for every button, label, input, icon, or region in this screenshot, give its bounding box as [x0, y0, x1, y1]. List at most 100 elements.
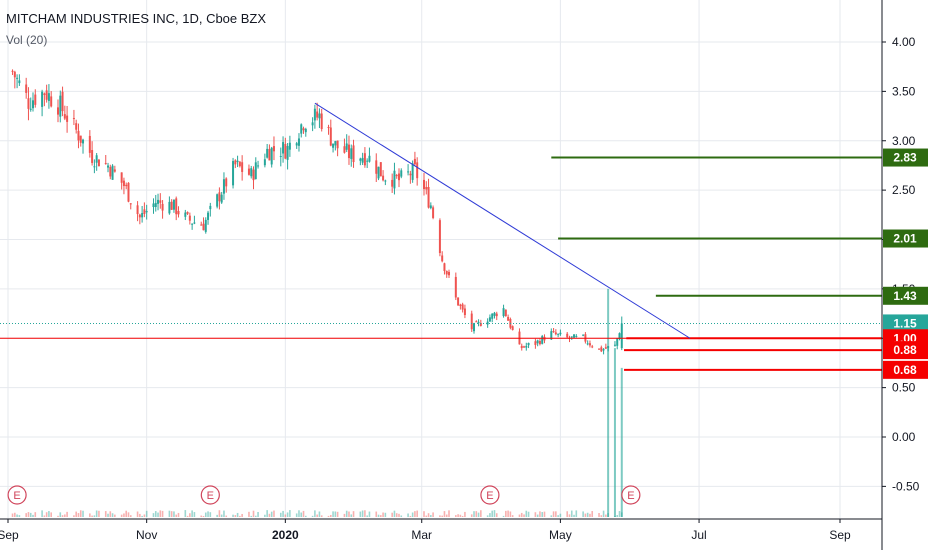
volume-bar: [248, 511, 250, 517]
candle-body: [125, 184, 128, 187]
candle-body: [534, 341, 537, 345]
candle-body: [138, 214, 141, 218]
time-tick-label: Sep: [829, 528, 851, 542]
candle-body: [525, 345, 528, 348]
candle-body: [445, 270, 448, 275]
price-tick-label: 4.00: [892, 35, 916, 49]
volume-bar: [489, 513, 491, 517]
candle-body: [550, 331, 553, 340]
volume-bar: [398, 513, 400, 517]
candle-body: [359, 158, 362, 161]
candle-body: [72, 118, 75, 120]
volume-bar: [359, 511, 362, 517]
volume-bar: [527, 511, 530, 517]
volume-bar: [289, 510, 291, 517]
volume-bar: [591, 511, 594, 517]
volume-bar: [455, 515, 457, 517]
candle-body: [47, 93, 50, 101]
price-tag-1-15: [883, 314, 928, 333]
volume-bar: [457, 514, 459, 517]
candle-body: [250, 168, 253, 177]
candle-body: [50, 96, 53, 107]
candle-body: [552, 331, 555, 333]
volume-bar: [302, 510, 305, 517]
volume-bar: [400, 515, 403, 517]
candle-body: [159, 200, 162, 203]
candle-body: [377, 166, 380, 179]
candle-body: [25, 84, 28, 93]
candle-body: [566, 333, 569, 338]
volume-bar: [16, 514, 18, 517]
candle-body: [475, 321, 478, 323]
volume-bar: [534, 512, 537, 517]
volume-bar: [361, 510, 364, 517]
candle-body: [570, 336, 573, 338]
candle-body: [109, 166, 112, 177]
volume-bar: [286, 512, 289, 517]
price-tag-label: 1.15: [893, 316, 917, 330]
candle-body: [252, 169, 255, 181]
volume-spike-bar: [613, 348, 616, 517]
volume-bar: [475, 511, 478, 517]
candle-body: [343, 146, 346, 153]
candle-body: [188, 215, 191, 221]
candle-body: [43, 93, 46, 95]
volume-spike-bar: [607, 288, 610, 517]
candle-body: [441, 255, 444, 262]
volume-bar: [129, 515, 132, 517]
candle-body: [257, 165, 260, 167]
candle-body: [620, 323, 623, 349]
volume-bar: [352, 511, 355, 517]
candle-body: [154, 202, 157, 207]
candle-body: [575, 335, 578, 337]
candle-body: [61, 91, 64, 112]
volume-bar: [75, 511, 77, 517]
volume-bar: [509, 511, 512, 517]
candle-body: [152, 203, 155, 208]
volume-bar: [11, 513, 14, 517]
volume-bar: [507, 510, 509, 517]
volume-bar: [98, 510, 100, 517]
candle-body: [511, 326, 514, 330]
candle-body: [588, 343, 591, 346]
volume-bar: [555, 511, 557, 517]
candle-body: [407, 171, 410, 173]
candle-body: [600, 347, 603, 352]
volume-bar: [239, 515, 241, 517]
candle-body: [200, 224, 203, 226]
volume-bar: [257, 511, 259, 517]
candle-body: [120, 172, 123, 183]
candle-body: [304, 128, 307, 133]
volume-bar: [425, 515, 428, 517]
candle-body: [327, 126, 330, 128]
volume-bar: [216, 514, 218, 517]
volume-bar: [143, 514, 146, 517]
volume-bar: [282, 510, 284, 517]
volume-bar: [284, 514, 287, 517]
volume-bar: [191, 510, 193, 517]
candle-body: [186, 212, 189, 214]
volume-bar: [382, 512, 384, 517]
candle-body: [438, 220, 441, 254]
candle-body: [425, 186, 428, 190]
candle-body: [32, 100, 35, 109]
candle-body: [220, 194, 223, 203]
candle-body: [486, 321, 489, 325]
candle-body: [143, 209, 146, 214]
chart-grid: [0, 0, 882, 519]
candle-body: [45, 90, 48, 100]
candle-body: [107, 165, 110, 168]
volume-bar: [250, 515, 253, 517]
candle-body: [295, 143, 298, 146]
volume-bar: [61, 515, 64, 517]
volume-bar: [550, 515, 553, 517]
volume-bar: [311, 515, 314, 517]
candle-body: [448, 271, 451, 276]
volume-bar: [332, 511, 334, 517]
candle-body: [263, 159, 266, 166]
price-tag-1-43: [883, 286, 928, 305]
candle-body: [204, 219, 207, 232]
volume-bar: [316, 514, 318, 517]
candle-body: [254, 162, 257, 180]
